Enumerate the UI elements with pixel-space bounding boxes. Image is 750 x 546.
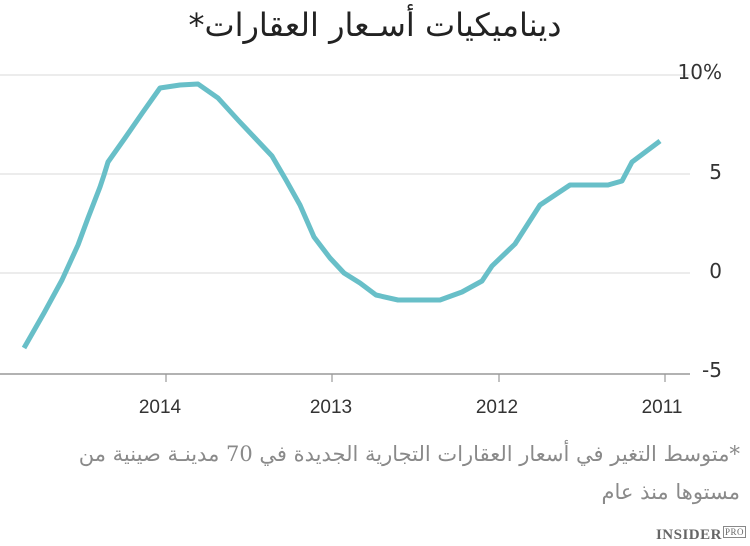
price-change-line [21,81,662,350]
x-tick-label-2014: 2014 [138,397,182,418]
y-tick-label-10: 10% [677,60,722,84]
x-tick-label-2013: 2013 [309,397,353,418]
x-tick-label-2012: 2012 [475,397,519,418]
chart-title: ديناميكيات أسـعار العقارات* [188,6,562,44]
brand-name: INSIDER [655,527,722,543]
y-tick-label-0: 0 [709,259,722,283]
chart-footnote: *متوسط التغير في أسعار العقارات التجارية… [78,442,740,504]
y-tick-label-5: 5 [709,160,722,184]
x-tick-label-2011: 2011 [641,397,683,418]
y-tick-label-minus5: -5 [702,358,722,382]
x-axis [0,373,690,382]
brand-logo: INSIDER PRO [655,526,746,544]
brand-suffix: PRO [722,526,746,538]
line-chart [0,74,690,382]
